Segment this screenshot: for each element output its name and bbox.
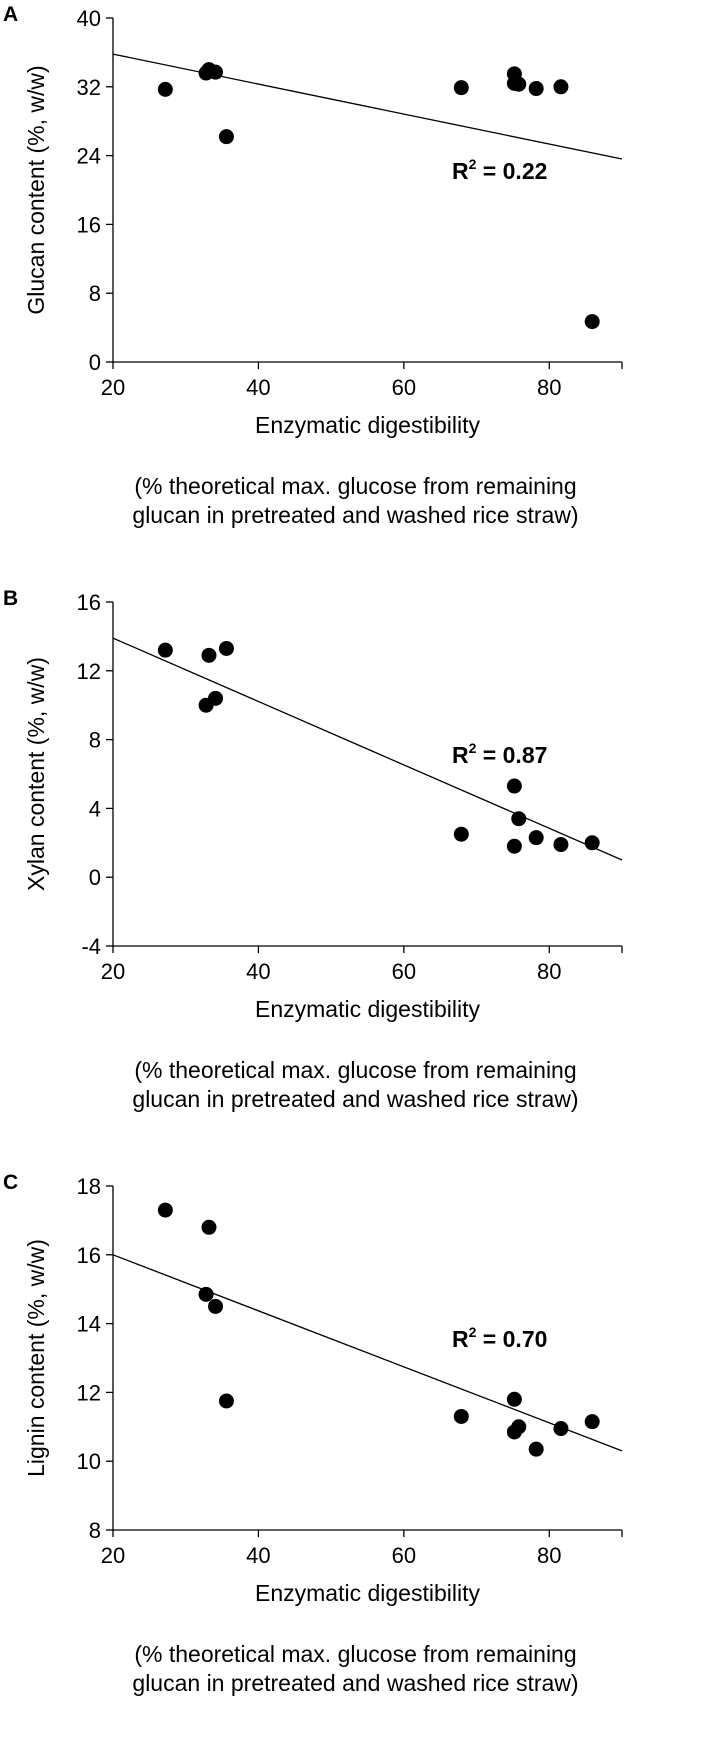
scatter-plot-c: C 8 10 12 14 16 18 20 40 60 80 Enzymatic digestibil… [3,1171,623,1606]
chart-panel-a: A 0 8 16 24 32 40 20 40 60 80 Enzymatic digestibili… [0,0,711,584]
r-squared-annotation: R2 = 0.22 [452,156,547,184]
x-tick-label: 80 [537,959,561,984]
data-point [553,1421,569,1437]
y-tick-label: 8 [89,1518,101,1543]
y-tick-label: 12 [77,1380,101,1405]
x-axis-caption-line-2: glucan in pretreated and washed rice str… [132,1086,579,1112]
x-tick-label: 60 [392,1543,416,1568]
y-tick-label: 4 [89,796,101,821]
x-tick-label: 60 [392,959,416,984]
data-point [157,642,173,658]
panel-label: B [3,587,18,610]
data-point [511,1419,527,1435]
y-axis-title: Glucan content (%, w/w) [23,65,49,314]
x-axis-caption-line-1: (% theoretical max. glucose from remaini… [134,1057,577,1083]
data-point [584,1414,600,1430]
trend-line [112,53,623,160]
x-tick-label: 20 [101,1543,125,1568]
data-point [218,640,234,656]
data-point [506,1391,522,1407]
data-point [528,830,544,846]
x-tick-label: 80 [537,1543,561,1568]
x-tick-label: 80 [537,375,561,400]
data-point [506,778,522,794]
y-tick-label: 0 [89,865,101,890]
data-point [157,81,173,97]
x-tick-label: 20 [101,375,125,400]
data-point [528,81,544,97]
x-axis-caption-line-2: glucan in pretreated and washed rice str… [132,1670,579,1696]
scatter-plot-b: B -4 0 4 8 12 16 20 40 60 80 Enzymatic digestibilit… [3,587,623,1022]
y-axis-title: Lignin content (%, w/w) [23,1239,49,1477]
y-tick-label: 24 [77,144,101,169]
y-tick-label: -4 [81,934,101,959]
data-point [506,838,522,854]
data-point [201,647,217,663]
x-axis-caption-line-1: (% theoretical max. glucose from remaini… [134,1641,577,1667]
chart-panel-c: C 8 10 12 14 16 18 20 40 60 80 Enzymatic digestibil… [0,1168,711,1752]
y-axis-title: Xylan content (%, w/w) [23,657,49,891]
x-axis-caption-line-2: glucan in pretreated and washed rice str… [132,502,579,528]
y-tick-label: 16 [77,212,101,237]
data-point [218,129,234,145]
chart-panel-b: B -4 0 4 8 12 16 20 40 60 80 Enzymatic digestibilit… [0,584,711,1168]
data-point [157,1202,173,1218]
panel-label: C [3,1171,18,1194]
data-point [208,1298,224,1314]
x-axis-caption-line-1: (% theoretical max. glucose from remaini… [134,473,577,499]
y-tick-label: 16 [77,590,101,615]
y-tick-label: 14 [77,1312,101,1337]
data-point [453,826,469,842]
x-axis-title: Enzymatic digestibility [255,412,480,438]
data-point [553,837,569,853]
x-tick-label: 40 [246,375,270,400]
data-point [208,690,224,706]
x-axis-title: Enzymatic digestibility [255,996,480,1022]
r-squared-annotation: R2 = 0.87 [452,740,547,768]
panel-label: A [3,3,18,26]
x-tick-label: 40 [246,1543,270,1568]
data-point [208,64,224,80]
data-point [218,1393,234,1409]
y-tick-label: 32 [77,75,101,100]
y-tick-label: 12 [77,659,101,684]
x-tick-label: 20 [101,959,125,984]
x-axis-title: Enzymatic digestibility [255,1580,480,1606]
data-point [201,1219,217,1235]
scatter-plot-a: A 0 8 16 24 32 40 20 40 60 80 Enzymatic digestibili… [3,3,623,438]
data-point [528,1441,544,1457]
y-tick-label: 18 [77,1174,101,1199]
data-point [453,80,469,96]
y-tick-label: 10 [77,1449,101,1474]
y-tick-label: 0 [89,350,101,375]
data-point [584,835,600,851]
trend-line [112,637,623,861]
trend-line [112,1254,623,1452]
data-point [511,76,527,92]
data-point [584,314,600,330]
y-tick-label: 8 [89,728,101,753]
data-point [453,1408,469,1424]
y-tick-label: 8 [89,281,101,306]
y-tick-label: 16 [77,1243,101,1268]
data-point [553,79,569,95]
data-point [511,811,527,827]
data-point [198,1286,214,1302]
x-tick-label: 60 [392,375,416,400]
y-tick-label: 40 [77,6,101,31]
x-tick-label: 40 [246,959,270,984]
r-squared-annotation: R2 = 0.70 [452,1324,547,1352]
